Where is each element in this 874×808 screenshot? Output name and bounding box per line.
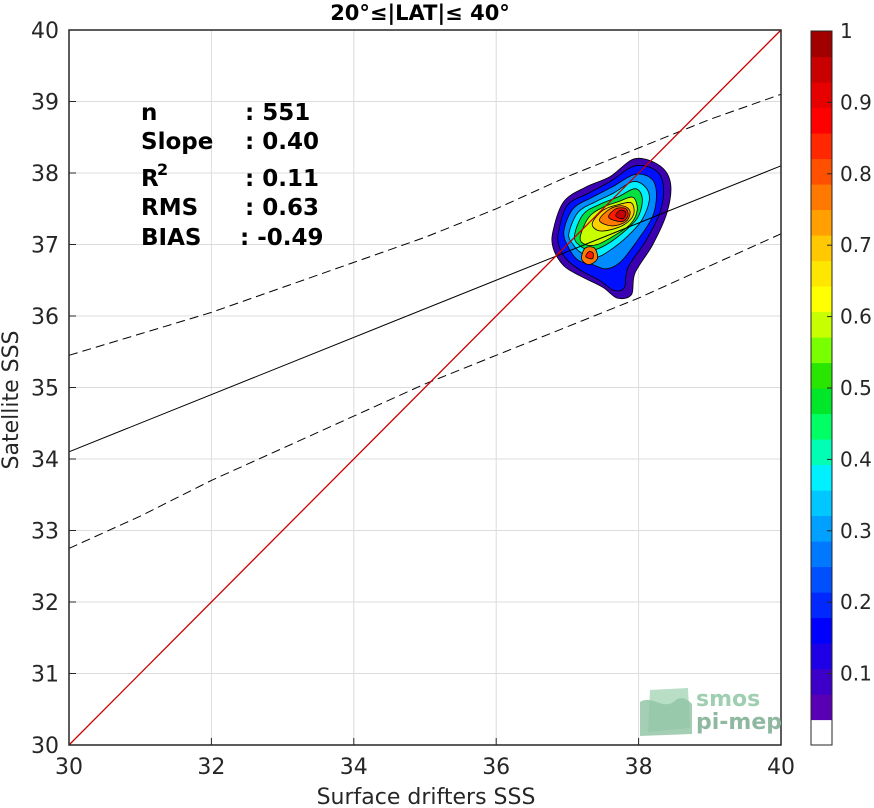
stat-value: : 0.63 <box>245 195 319 221</box>
colorbar-segment <box>811 668 832 695</box>
x-axis-ticks: 30 32 34 36 38 40 <box>55 738 795 780</box>
colorbar-segment <box>811 515 832 542</box>
colorbar-segment <box>811 184 832 211</box>
stat-value: : 0.11 <box>245 166 319 192</box>
colorbar-tick-label: 0.3 <box>840 519 872 543</box>
colorbar-segment <box>811 362 832 389</box>
logo-text-smos: smos <box>696 687 760 712</box>
y-tick-label: 31 <box>31 663 59 688</box>
colorbar-segment <box>811 541 832 568</box>
colorbar-tick-label: 1 <box>840 19 853 43</box>
colorbar-segment <box>811 286 832 313</box>
colorbar-segment <box>811 592 832 619</box>
colorbar-segment <box>811 464 832 491</box>
y-tick-label: 33 <box>31 520 59 545</box>
confidence-upper-line <box>68 93 782 356</box>
density-contour <box>585 251 594 260</box>
colorbar-segment <box>811 337 832 364</box>
x-tick-label: 40 <box>767 755 795 780</box>
y-tick-label: 32 <box>31 591 59 616</box>
colorbar: 0.1 0.2 0.3 0.4 0.5 0.6 0.7 0.8 0.9 1 <box>810 19 872 746</box>
density-contours <box>551 157 672 300</box>
colorbar-segment <box>811 413 832 440</box>
stat-label: n <box>141 100 157 126</box>
colorbar-segment <box>811 107 832 134</box>
logo-text-pi-mep: pi-mep <box>696 710 782 735</box>
stat-value: : 0.40 <box>245 129 319 155</box>
colorbar-tick-label: 0.1 <box>840 662 872 686</box>
stat-label-superscript: 2 <box>157 160 168 179</box>
stat-label: Slope <box>141 129 213 155</box>
colorbar-segment <box>811 82 832 109</box>
y-tick-label: 40 <box>31 19 59 44</box>
y-tick-label: 35 <box>31 377 59 402</box>
stat-label: RMS <box>141 195 198 221</box>
density-contour <box>615 209 627 220</box>
colorbar-segment <box>811 566 832 593</box>
colorbar-segment <box>811 617 832 644</box>
colorbar-segment <box>811 158 832 185</box>
x-tick-label: 34 <box>340 755 368 780</box>
y-tick-label: 37 <box>31 234 59 259</box>
y-tick-label: 38 <box>31 162 59 187</box>
y-tick-label: 30 <box>31 734 59 759</box>
x-tick-label: 30 <box>55 755 83 780</box>
colorbar-segment <box>811 56 832 83</box>
colorbar-segment <box>811 235 832 262</box>
colorbar-segment <box>811 490 832 517</box>
colorbar-segment <box>811 311 832 338</box>
stat-label: R <box>141 166 159 192</box>
colorbar-segment <box>811 388 832 415</box>
x-tick-label: 36 <box>482 755 510 780</box>
colorbar-segment <box>811 209 832 236</box>
logo-wave-front <box>640 698 692 736</box>
colorbar-segment <box>811 643 832 670</box>
colorbar-segment <box>811 694 832 721</box>
colorbar-tick-label: 0.4 <box>840 447 872 471</box>
x-tick-label: 38 <box>625 755 653 780</box>
y-tick-label: 36 <box>31 305 59 330</box>
stat-value: : -0.49 <box>240 225 324 251</box>
colorbar-segment <box>811 439 832 466</box>
confidence-lower-line <box>68 233 782 549</box>
colorbar-tick-label: 0.2 <box>840 590 872 614</box>
colorbar-tick-label: 0.5 <box>840 376 872 400</box>
x-tick-label: 32 <box>197 755 225 780</box>
colorbar-segment <box>811 31 832 58</box>
y-axis-ticks: 30 31 32 33 34 35 36 37 38 39 40 <box>31 19 76 759</box>
colorbar-segment <box>811 719 832 746</box>
colorbar-tick-label: 0.7 <box>840 233 872 257</box>
regression-line <box>68 165 782 453</box>
colorbar-tick-label: 0.6 <box>840 305 872 329</box>
colorbar-tick-label: 0.9 <box>840 90 872 114</box>
statistics-box: n : 551 Slope : 0.40 R2 : 0.11 RMS : 0.63 BIAS : … <box>141 100 324 251</box>
stat-label: BIAS <box>141 225 201 251</box>
x-axis-label: Surface drifters SSS <box>317 785 536 808</box>
one-to-one-line <box>68 29 782 746</box>
y-tick-label: 39 <box>31 91 59 116</box>
y-tick-label: 34 <box>31 448 59 473</box>
chart-title: 20°≤|LAT|≤ 40° <box>330 1 510 26</box>
stat-value: : 551 <box>245 100 310 126</box>
colorbar-segment <box>811 133 832 160</box>
fit-lines <box>68 29 782 746</box>
colorbar-tick-label: 0.8 <box>840 162 872 186</box>
colorbar-segment <box>811 260 832 287</box>
y-axis-label: Satellite SSS <box>0 331 24 470</box>
